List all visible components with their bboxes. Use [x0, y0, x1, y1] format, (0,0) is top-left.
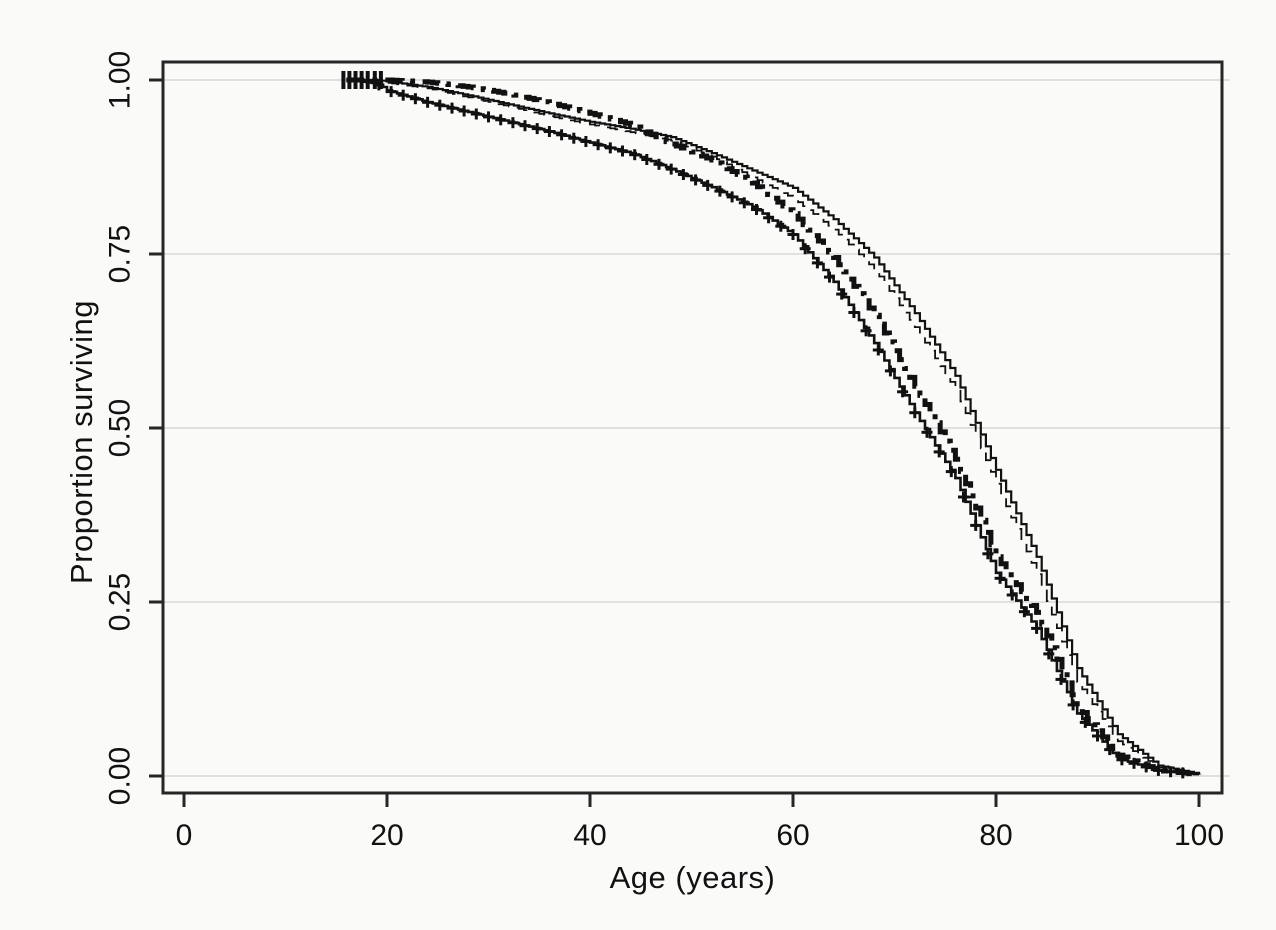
y-axis-title: Proportion surviving [64, 300, 99, 584]
start-censor-ticks [341, 71, 383, 89]
x-axis: 0 20 40 60 80 100 [176, 794, 1224, 852]
y-tick-label: 0.50 [104, 399, 137, 457]
plot-frame [161, 60, 1224, 795]
y-tick-label: 0.75 [104, 225, 137, 283]
gridlines [163, 79, 1230, 777]
x-tick-label: 80 [979, 819, 1012, 852]
y-tick-label: 0.25 [104, 573, 137, 631]
survival-curve-b-dashed [346, 79, 1200, 774]
y-tick-label: 1.00 [104, 51, 137, 109]
x-axis-title: Age (years) [609, 860, 776, 895]
survival-curve-a-solid [346, 78, 1201, 774]
survival-curve-c-dashdot [346, 77, 1202, 777]
x-tick-label: 40 [573, 819, 606, 852]
survival-curves [346, 77, 1202, 777]
x-tick-label: 0 [176, 819, 193, 852]
y-axis: 1.00 0.75 0.50 0.25 0.00 [104, 51, 162, 805]
survival-curve-d-plus-censored [346, 78, 1201, 776]
x-tick-label: 60 [776, 819, 809, 852]
y-tick-label: 0.00 [104, 747, 137, 805]
x-tick-label: 100 [1174, 819, 1224, 852]
x-tick-label: 20 [370, 819, 403, 852]
censor-plus-marks [373, 79, 1189, 779]
